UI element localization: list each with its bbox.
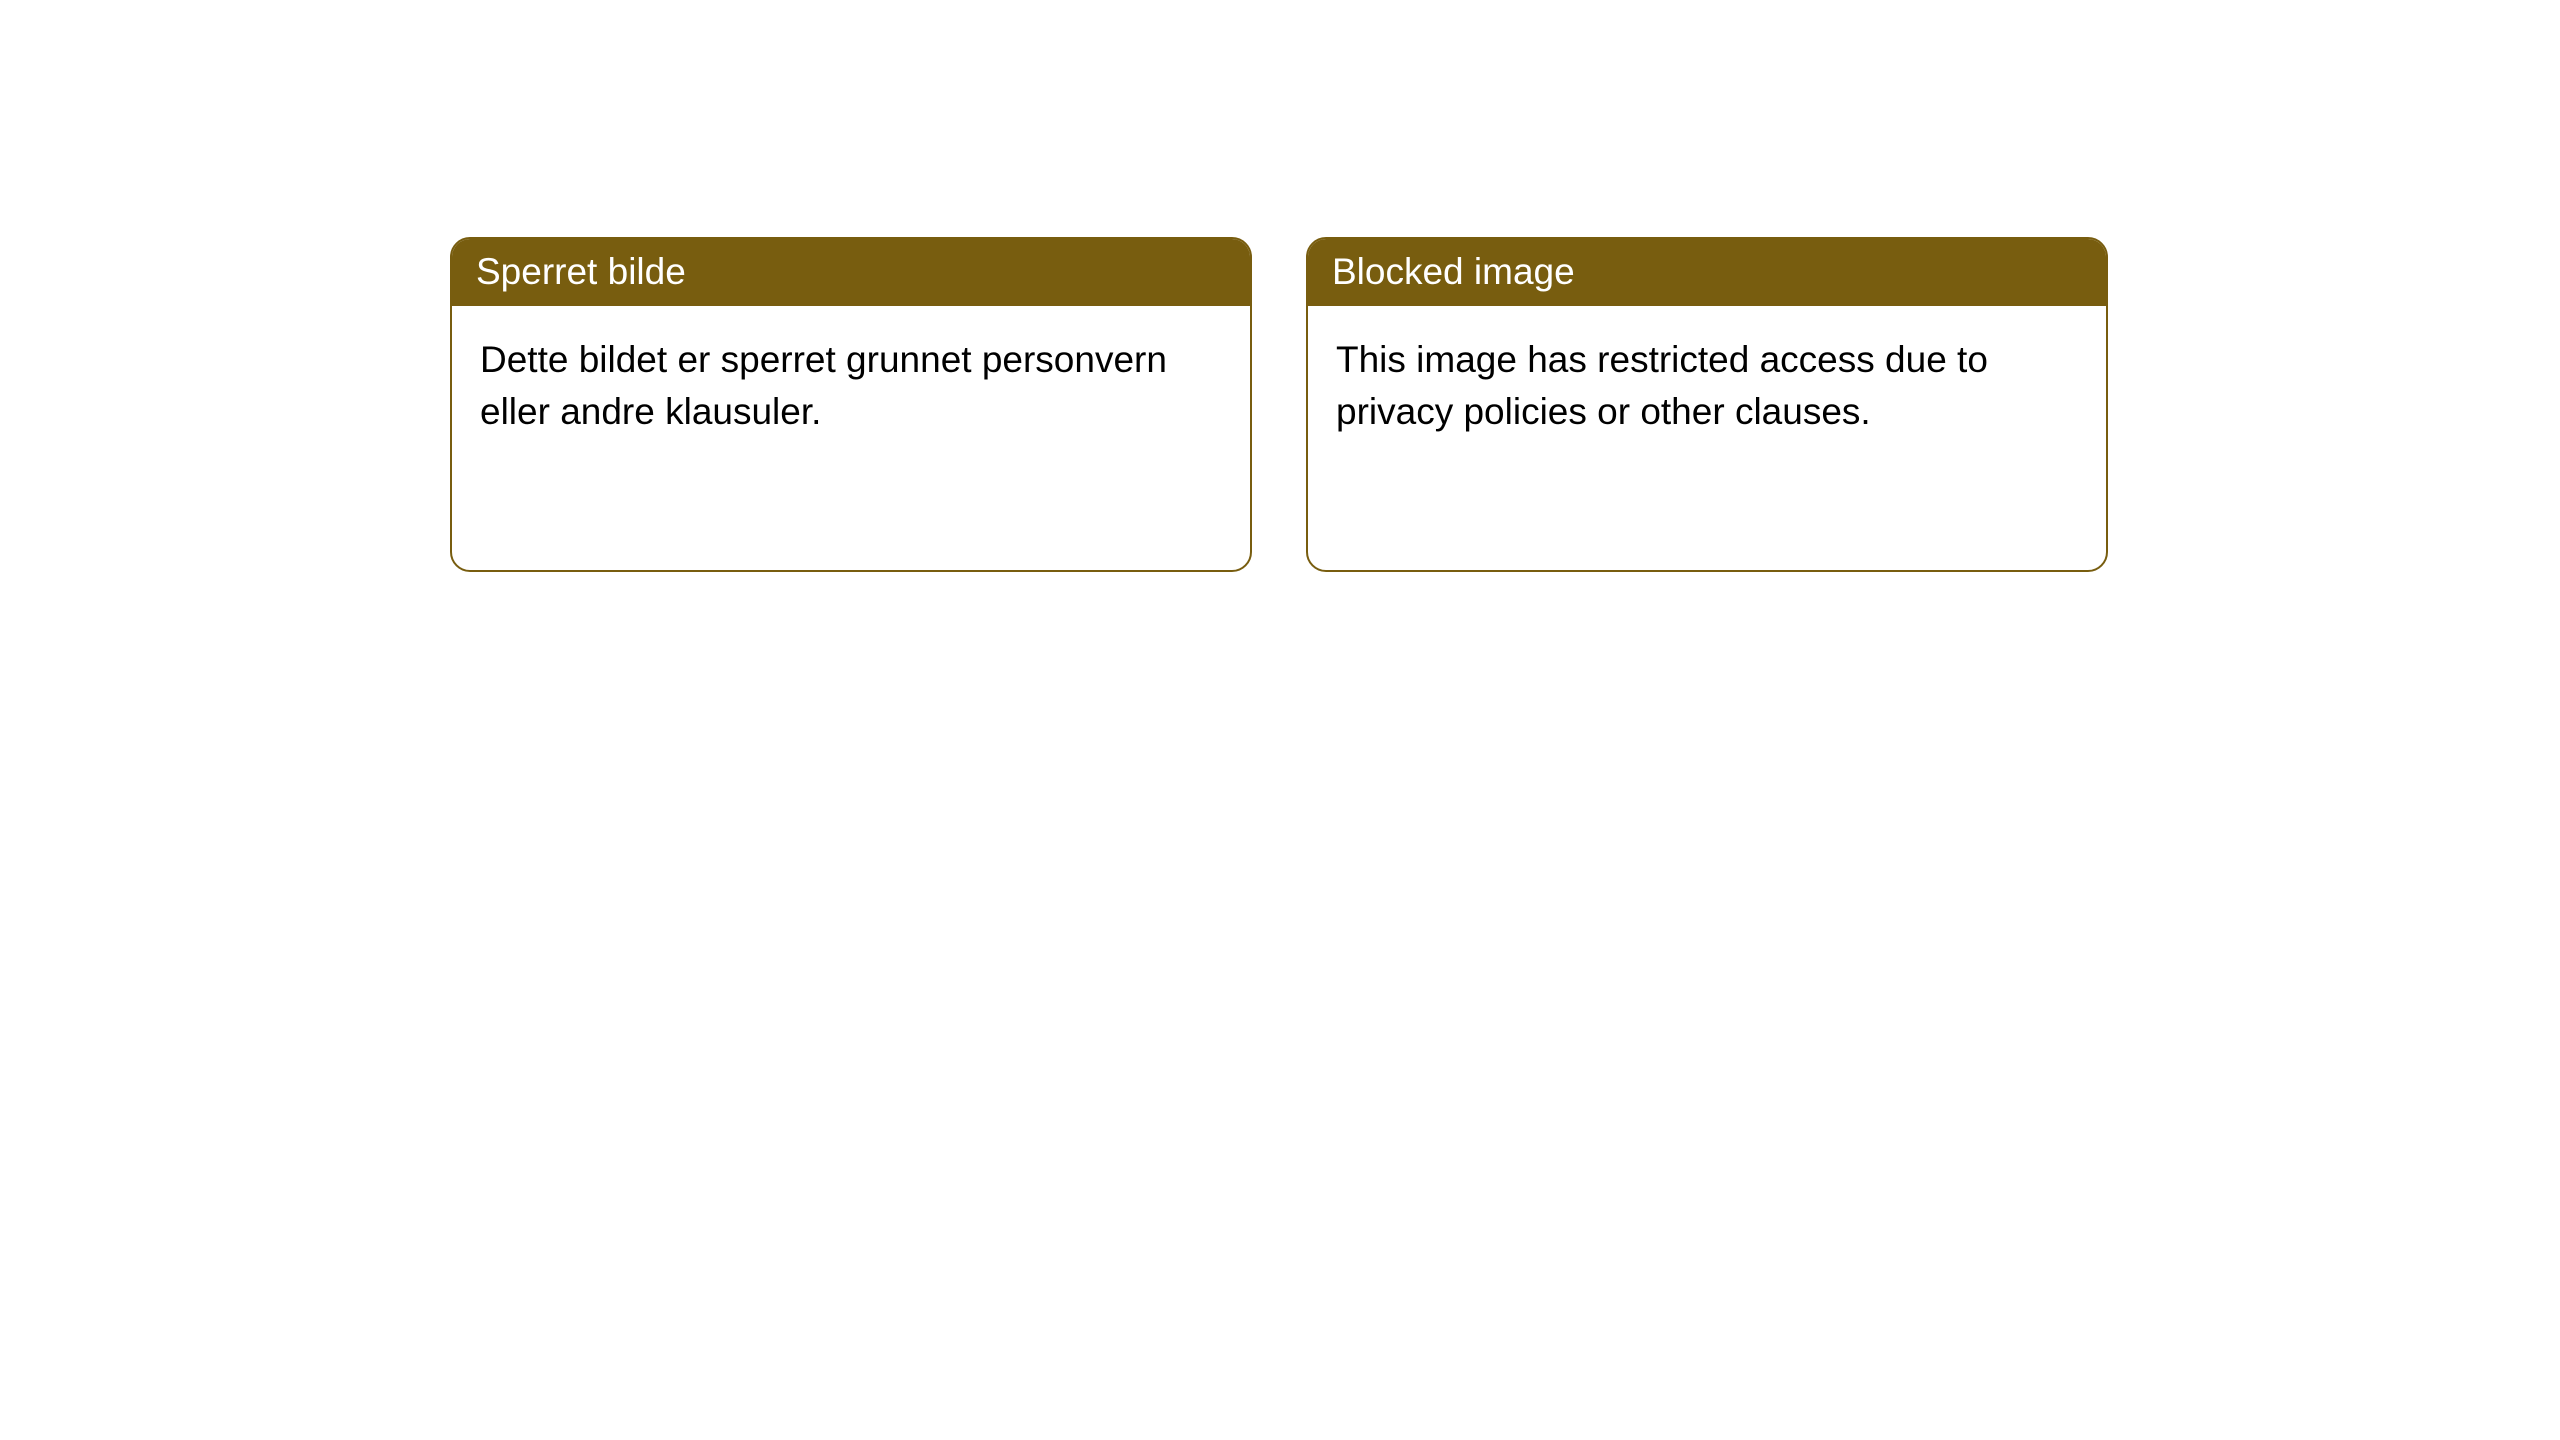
notice-card-norwegian: Sperret bilde Dette bildet er sperret gr… bbox=[450, 237, 1252, 572]
notice-card-title: Blocked image bbox=[1308, 239, 2106, 306]
notice-card-english: Blocked image This image has restricted … bbox=[1306, 237, 2108, 572]
notice-card-body: Dette bildet er sperret grunnet personve… bbox=[452, 306, 1250, 466]
notice-card-body: This image has restricted access due to … bbox=[1308, 306, 2106, 466]
notice-container: Sperret bilde Dette bildet er sperret gr… bbox=[450, 237, 2108, 572]
notice-card-title: Sperret bilde bbox=[452, 239, 1250, 306]
